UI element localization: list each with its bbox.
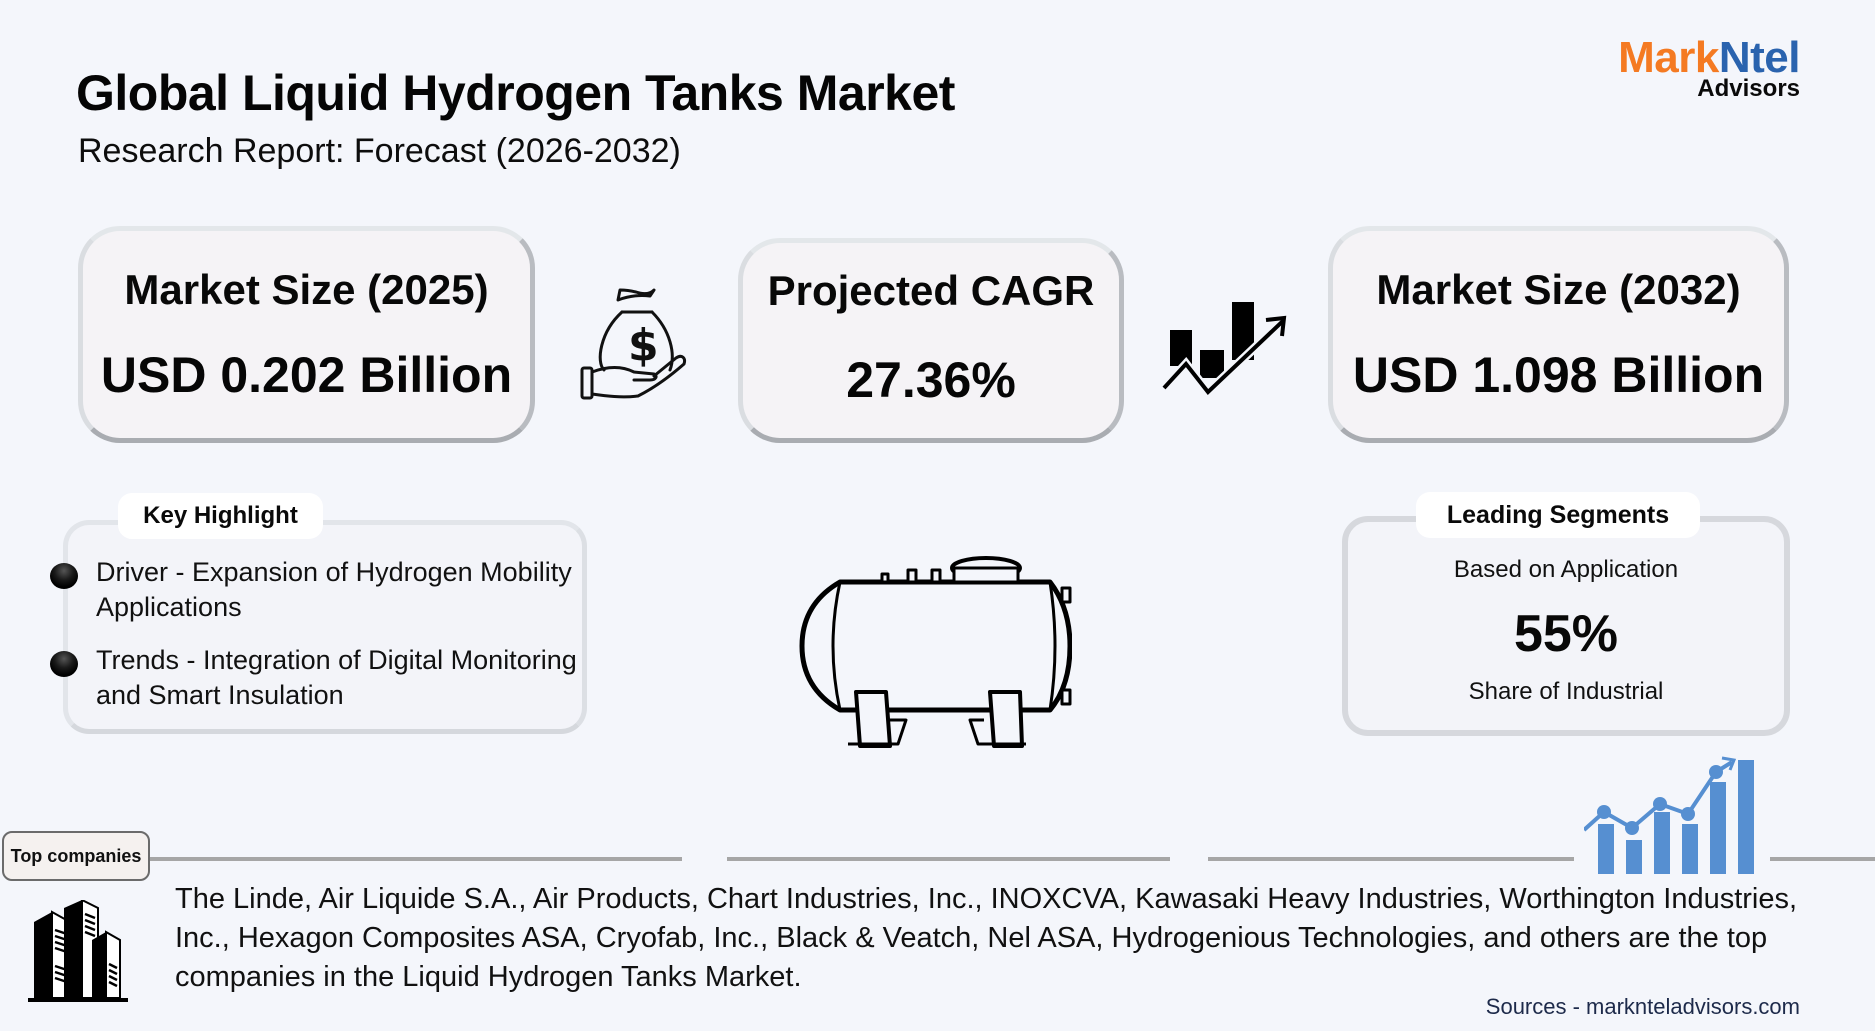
stat-value: USD 1.098 Billion (1352, 346, 1765, 403)
highlight-text: Trends - Integration of Digital Monitori… (96, 645, 577, 710)
leading-segments-title: Leading Segments (1416, 492, 1700, 538)
money-bag-hand-icon: $ (578, 282, 694, 402)
list-item: Trends - Integration of Digital Monitori… (50, 643, 580, 713)
stat-value: 27.36% (846, 352, 1016, 408)
key-highlight-list: Driver - Expansion of Hydrogen Mobility … (50, 555, 580, 713)
logo-brand: MarkNtel (1588, 36, 1800, 80)
stat-label: Market Size (2025) (124, 265, 489, 313)
divider (1770, 857, 1875, 861)
bar-line-growth-icon (1584, 752, 1760, 874)
storage-tank-icon (798, 548, 1072, 758)
divider (727, 857, 1170, 861)
highlight-text: Driver - Expansion of Hydrogen Mobility … (96, 557, 572, 622)
bullet-icon (50, 651, 78, 677)
market-size-2032-card: Market Size (2032) USD 1.098 Billion (1328, 226, 1789, 443)
projected-cagr-card: Projected CAGR 27.36% (738, 238, 1124, 443)
stat-label: Projected CAGR (767, 267, 1095, 314)
logo-ntel-text: Ntel (1718, 33, 1801, 82)
logo-mark-text: Mark (1618, 33, 1719, 82)
list-item: Driver - Expansion of Hydrogen Mobility … (50, 555, 580, 625)
page-subtitle: Research Report: Forecast (2026-2032) (78, 132, 681, 170)
market-size-2025-card: Market Size (2025) USD 0.202 Billion (78, 226, 535, 443)
key-highlight-panel (63, 520, 587, 734)
growth-chart-arrow-icon (1160, 296, 1296, 396)
svg-text:$: $ (628, 320, 659, 371)
buildings-icon (26, 900, 130, 1004)
marknteladvisors-logo: MarkNtel Advisors (1588, 36, 1800, 102)
segment-share-label: Share of Industrial (1468, 678, 1664, 705)
segment-percentage: 55% (1513, 605, 1619, 663)
divider (150, 857, 682, 861)
stat-label: Market Size (2032) (1376, 265, 1741, 313)
top-companies-text: The Linde, Air Liquide S.A., Air Product… (175, 883, 1798, 993)
segment-basis: Based on Application (1453, 556, 1679, 583)
stat-value: USD 0.202 Billion (100, 346, 513, 403)
bullet-icon (50, 563, 78, 589)
source-link[interactable]: Sources - marknteladvisors.com (1485, 994, 1800, 1019)
page-title: Global Liquid Hydrogen Tanks Market (76, 65, 955, 121)
top-companies-tag: Top companies (2, 831, 150, 881)
key-highlight-title: Key Highlight (118, 493, 323, 539)
logo-tagline: Advisors (1697, 75, 1800, 102)
divider (1208, 857, 1574, 861)
